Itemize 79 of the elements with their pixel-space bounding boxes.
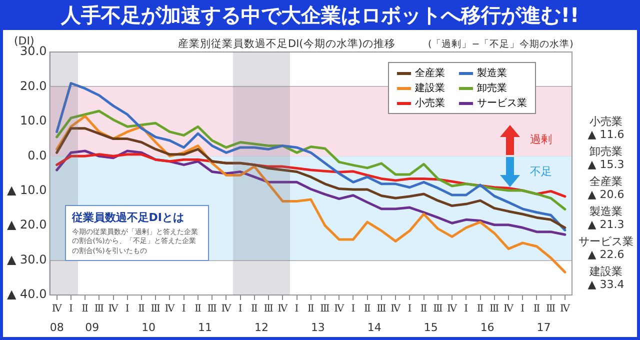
x-tick-label: Ⅳ [390, 304, 402, 315]
text: 15 [424, 320, 438, 334]
x-tick-label: Ⅳ [560, 304, 571, 315]
text: 建設業 [588, 264, 622, 278]
x-tick-label: Ⅰ [464, 304, 468, 315]
text: ▲ 21.3 [588, 218, 624, 231]
x-tick-label: Ⅱ [82, 304, 89, 315]
x-tick-label: Ⅳ [52, 304, 63, 315]
x-tick-label: Ⅲ [320, 304, 330, 315]
x-tick-label: Ⅰ [182, 304, 186, 315]
annotation: 従業員数過不足DIとは [72, 210, 185, 225]
band-label: 不足 [530, 165, 552, 178]
text: 09 [85, 320, 100, 334]
text: 13 [310, 320, 325, 334]
text: 17 [536, 320, 551, 334]
y-tick-label: 0.0 [28, 148, 47, 162]
text: 12 [254, 320, 268, 334]
text: 卸売業 [590, 144, 622, 158]
text: 10 [142, 320, 156, 334]
x-tick-label: Ⅱ [138, 304, 146, 315]
text: 16 [480, 320, 494, 334]
legend-label: 小売業 [415, 96, 445, 110]
x-tick-label: Ⅳ [334, 304, 346, 315]
legend-label: 建設業 [415, 82, 445, 95]
x-tick-label: Ⅱ [420, 304, 428, 315]
text: 11 [198, 320, 212, 334]
x-tick-label: Ⅰ [68, 304, 73, 315]
x-tick-label: Ⅱ [533, 304, 540, 315]
text: 08 [50, 320, 64, 334]
x-tick-label: Ⅳ [164, 304, 176, 315]
text: 製造業 [590, 204, 622, 218]
x-tick-label: Ⅱ [194, 304, 202, 315]
text: 14 [367, 320, 382, 334]
legend-label: 卸売業 [477, 82, 507, 95]
chart-title: 人手不足が加速する中で大企業はロボットへ移行が進む!! [0, 0, 640, 30]
legend-label: 製造業 [477, 66, 507, 80]
x-tick-label: Ⅰ [408, 304, 412, 315]
text: 全産業 [590, 174, 622, 188]
x-tick-label: Ⅳ [221, 304, 232, 315]
x-tick-label: Ⅰ [125, 304, 130, 315]
text: ▲ 20.6 [588, 188, 624, 201]
y-tick-label: 20.0 [20, 78, 47, 93]
text: サービス業 [578, 234, 634, 248]
y-tick-label: ▲ 20.0 [6, 218, 47, 232]
x-tick-label: Ⅲ [376, 304, 387, 315]
x-tick-label: Ⅱ [364, 304, 371, 315]
text: 小売業 [590, 114, 622, 128]
x-tick-label: Ⅲ [207, 304, 218, 315]
text: ▲ 11.6 [588, 128, 624, 141]
x-tick-label: Ⅳ [278, 304, 289, 315]
x-tick-label: Ⅳ [503, 304, 514, 315]
text: ▲ 15.3 [588, 158, 624, 171]
y-tick-label: ▲ 40.0 [6, 287, 47, 302]
x-tick-label: Ⅱ [307, 304, 314, 315]
y-tick-label: ▲ 10.0 [6, 182, 47, 197]
x-tick-label: Ⅲ [150, 304, 161, 315]
text: (「過剰」−「不足」今期の水準) [428, 38, 574, 51]
y-axis-title: (DI) [14, 34, 34, 48]
x-tick-label: Ⅰ [520, 304, 525, 315]
x-tick-label: Ⅲ [94, 304, 104, 315]
x-tick-label: Ⅲ [546, 304, 556, 315]
y-tick-label: ▲ 30.0 [6, 252, 47, 266]
x-tick-label: Ⅱ [251, 304, 258, 315]
x-tick-label: Ⅰ [351, 304, 356, 315]
y-tick-label: 10.0 [20, 114, 47, 128]
legend-label: 全産業 [415, 66, 445, 80]
x-tick-label: Ⅳ [108, 304, 120, 315]
x-tick-label: Ⅰ [294, 304, 299, 315]
text: ▲ 33.4 [588, 278, 624, 291]
x-tick-label: Ⅲ [264, 304, 274, 315]
chart-subtitle: 産業別従業員数過不足DI(今期の水準)の推移 [178, 37, 396, 51]
x-tick-label: Ⅰ [238, 304, 242, 315]
text: ▲ 22.6 [588, 248, 624, 261]
x-tick-label: Ⅲ [433, 304, 444, 315]
band-label: 過剰 [530, 133, 552, 146]
legend-label: サービス業 [477, 96, 527, 110]
x-tick-label: Ⅲ [490, 304, 500, 315]
x-tick-label: Ⅳ [447, 304, 458, 315]
x-tick-label: Ⅱ [476, 304, 484, 315]
